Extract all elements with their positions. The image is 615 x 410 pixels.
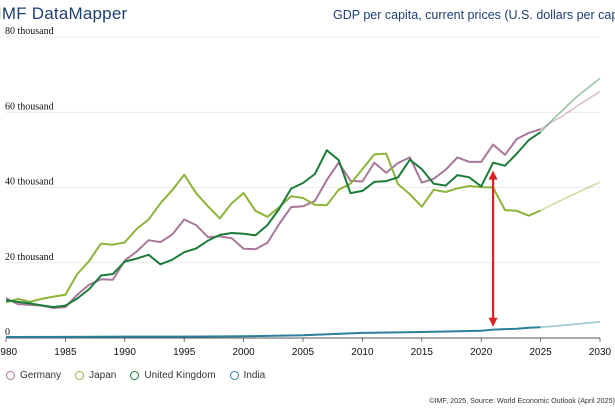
y-tick-label: 60 thousand	[5, 101, 54, 112]
legend-marker-united-kingdom	[130, 371, 140, 380]
series-line-united-kingdom[interactable]	[5, 131, 542, 309]
y-axis: 0 20 thousand 40 thousand 60 thousand 80 tho…	[5, 26, 54, 338]
grid-lines	[6, 36, 600, 339]
y-tick-label: 80 thousand	[5, 26, 54, 37]
x-tick-label: 2000	[232, 347, 255, 358]
y-tick-label: 0	[5, 327, 10, 338]
x-tick-label: 1990	[114, 347, 137, 358]
series-projection-united-kingdom[interactable]	[540, 77, 601, 133]
legend-item-japan[interactable]: Japan	[75, 370, 116, 381]
legend-marker-germany	[6, 371, 15, 380]
legend-label-japan: Japan	[89, 370, 117, 381]
legend-label-india: India	[243, 370, 266, 381]
x-tick-label: 2020	[470, 347, 493, 358]
legend-item-united-kingdom[interactable]: United Kingdom	[130, 370, 216, 381]
legend-label-united-kingdom: United Kingdom	[144, 370, 216, 381]
series-line-japan[interactable]	[5, 152, 542, 304]
app-title: IMF DataMapper	[0, 4, 128, 23]
series-projection-germany[interactable]	[540, 90, 601, 130]
x-tick-label: 1985	[54, 347, 77, 358]
legend: Germany Japan United Kingdom India	[6, 370, 265, 381]
x-tick-label: 2015	[411, 347, 434, 358]
x-tick-label: 2030	[589, 347, 612, 358]
source-footer: ©IMF, 2025, Source: World Economic Outlo…	[429, 396, 615, 405]
legend-item-india[interactable]: India	[229, 370, 266, 381]
series-projection-japan[interactable]	[540, 181, 601, 212]
x-tick-label: 2025	[529, 347, 552, 358]
series-line-india[interactable]	[5, 326, 541, 338]
x-tick-label: 1995	[173, 347, 196, 358]
annotation-arrowhead-down	[488, 317, 498, 327]
chart-title: GDP per capita, current prices (U.S. dol…	[333, 8, 615, 22]
x-tick-label: 2010	[351, 347, 374, 358]
legend-marker-india	[229, 371, 239, 380]
legend-marker-japan	[75, 371, 85, 380]
annotations	[488, 170, 498, 327]
legend-item-germany[interactable]: Germany	[6, 370, 61, 381]
series-projection-india[interactable]	[540, 321, 601, 328]
x-tick-label: 2005	[292, 347, 315, 358]
annotation-arrowhead-up	[488, 170, 498, 180]
series-lines	[5, 77, 601, 338]
x-axis: 1980 1985 1990 1995 2000 2005 2010 2015 2020 2025…	[0, 338, 612, 358]
legend-label-germany: Germany	[20, 370, 62, 381]
x-tick-label: 1980	[0, 347, 18, 358]
y-tick-label: 40 thousand	[5, 177, 54, 188]
y-tick-label: 20 thousand	[5, 252, 54, 263]
